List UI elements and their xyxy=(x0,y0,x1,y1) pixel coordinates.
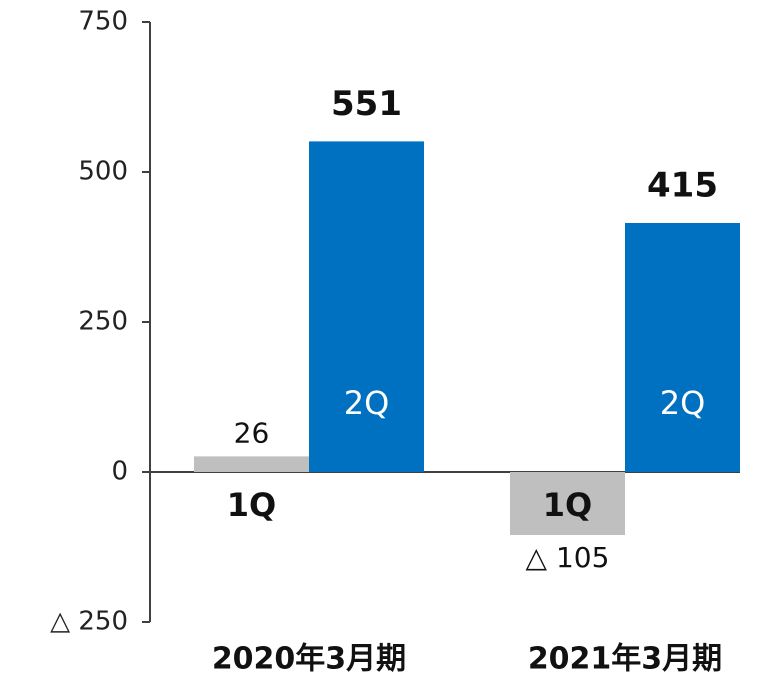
series-label: 2Q xyxy=(344,384,390,422)
bar xyxy=(625,223,740,472)
y-tick-label: 500 xyxy=(78,157,128,187)
y-tick-label: 250 xyxy=(78,307,128,337)
value-label: △ 105 xyxy=(526,541,610,574)
bar xyxy=(309,141,424,472)
y-tick-label: 750 xyxy=(78,7,128,37)
series-label: 1Q xyxy=(227,486,276,524)
value-label: 415 xyxy=(647,166,718,206)
value-label: 551 xyxy=(331,84,402,124)
x-tick-label: 2021年3月期 xyxy=(528,642,722,677)
bar xyxy=(510,472,625,535)
series-label: 2Q xyxy=(660,384,706,422)
series-label: 1Q xyxy=(543,486,592,524)
value-label: 26 xyxy=(234,416,270,449)
bar xyxy=(194,456,309,472)
y-tick-label: 0 xyxy=(111,457,128,487)
y-tick-label: △ 250 xyxy=(50,607,128,637)
x-tick-label: 2020年3月期 xyxy=(212,642,406,677)
